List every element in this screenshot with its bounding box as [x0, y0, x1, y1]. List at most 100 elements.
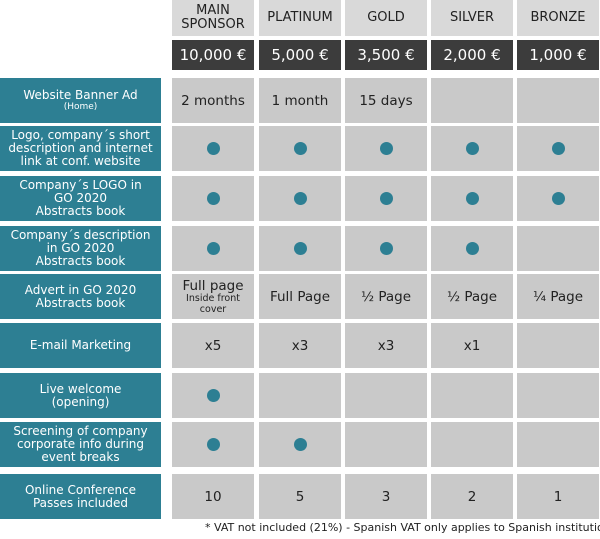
benefit-value: 1: [553, 488, 563, 505]
benefit-value: ½ Page: [360, 288, 412, 305]
row-label: Logo, company´s short description and int…: [0, 126, 161, 171]
row-label-line: Passes included: [32, 495, 129, 510]
tier-name-line: SILVER: [449, 10, 495, 25]
benefit-cell: [431, 78, 513, 123]
benefit-cell: [517, 373, 599, 418]
included-dot-icon: [206, 438, 220, 451]
benefit-value: 2: [467, 488, 477, 505]
benefit-value: x5: [204, 337, 222, 354]
included-dot-icon: [206, 142, 220, 155]
benefit-value: 5: [295, 488, 305, 505]
row-label-line: in GO 2020: [46, 241, 115, 255]
benefit-cell: 5: [259, 474, 341, 519]
benefit-value: 10: [204, 488, 222, 505]
benefit-cell: [259, 176, 341, 221]
price-cell: 5,000 €: [259, 40, 341, 70]
price-cell: 10,000 €: [172, 40, 254, 70]
included-dot-icon: [206, 242, 220, 255]
benefit-cell: ½ Page: [431, 274, 513, 319]
benefit-value: 15 days: [359, 92, 413, 109]
row-label-line: Screening of company: [13, 424, 148, 438]
benefit-cell: [259, 373, 341, 418]
price-cell: 2,000 €: [431, 40, 513, 70]
price-cell: 3,500 €: [345, 40, 427, 70]
benefit-cell: ½ Page: [345, 274, 427, 319]
benefit-value: Full page: [182, 277, 244, 294]
row-label-line: corporate info during: [16, 437, 145, 451]
benefit-cell: x1: [431, 323, 513, 368]
benefit-cell: 1: [517, 474, 599, 519]
row-label: Advert in GO 2020 Abstracts book: [0, 274, 161, 319]
included-dot-icon: [551, 142, 565, 155]
benefit-cell: [431, 126, 513, 171]
benefit-value: x1: [463, 337, 481, 354]
row-label-line: Abstracts book: [35, 254, 126, 268]
row-label-line: GO 2020: [53, 191, 108, 205]
row-label: Company´s LOGO in GO 2020 Abstracts book: [0, 176, 161, 221]
tier-name-line: MAIN: [196, 3, 230, 18]
included-dot-icon: [379, 142, 393, 155]
benefit-cell: 10: [172, 474, 254, 519]
included-dot-icon: [206, 192, 220, 205]
row-label: Website Banner Ad (Home): [0, 78, 161, 123]
row-label-line: description and internet: [8, 141, 153, 155]
included-dot-icon: [293, 438, 307, 451]
benefit-cell: Full page Inside front cover: [172, 274, 254, 319]
benefit-cell: [345, 176, 427, 221]
row-label: Live welcome (opening): [0, 373, 161, 418]
benefit-cell: [517, 422, 599, 467]
tier-name-line: SPONSOR: [181, 17, 245, 32]
tier-name-line: BRONZE: [530, 10, 586, 25]
included-dot-icon: [551, 192, 565, 205]
row-label: Online Conference Passes included: [0, 474, 161, 519]
benefit-value: 2 months: [181, 92, 245, 109]
row-label-line: (opening): [51, 394, 110, 409]
row-label: Screening of company corporate info durin…: [0, 422, 161, 467]
benefit-cell: ¼ Page: [517, 274, 599, 319]
benefit-cell: [172, 126, 254, 171]
row-label-sub: (Home): [63, 101, 98, 112]
price-cell: 1,000 €: [517, 40, 599, 70]
benefit-cell: [345, 126, 427, 171]
row-label-line: Abstracts book: [35, 204, 126, 218]
benefit-cell: [517, 78, 599, 123]
benefit-cell: [172, 226, 254, 271]
benefit-cell: [431, 373, 513, 418]
row-label-line: Abstracts book: [35, 295, 126, 310]
benefit-cell: [517, 323, 599, 368]
benefit-cell: [259, 126, 341, 171]
tier-header: SILVER: [431, 0, 513, 36]
benefit-cell: [345, 373, 427, 418]
included-dot-icon: [465, 142, 479, 155]
benefit-value: ¼ Page: [532, 288, 584, 305]
included-dot-icon: [465, 192, 479, 205]
included-dot-icon: [379, 242, 393, 255]
included-dot-icon: [465, 242, 479, 255]
benefit-cell: [517, 126, 599, 171]
included-dot-icon: [293, 242, 307, 255]
row-label-line: Company´s description: [10, 228, 151, 242]
benefit-cell: [259, 422, 341, 467]
row-label-line: Live welcome: [39, 381, 122, 396]
benefit-cell: x5: [172, 323, 254, 368]
benefit-value: Full Page: [269, 288, 331, 305]
row-label: E-mail Marketing: [0, 323, 161, 368]
benefit-value: 3: [381, 488, 391, 505]
benefit-cell: [431, 422, 513, 467]
benefit-cell: 15 days: [345, 78, 427, 123]
row-label-line: E-mail Marketing: [29, 338, 132, 352]
price-value: 10,000 €: [179, 46, 247, 64]
benefit-cell: 3: [345, 474, 427, 519]
benefit-cell: x3: [259, 323, 341, 368]
row-label-line: Logo, company´s short: [11, 128, 150, 142]
benefit-cell: 2: [431, 474, 513, 519]
benefit-cell: [259, 226, 341, 271]
benefit-cell: [431, 226, 513, 271]
tier-header: GOLD: [345, 0, 427, 36]
benefit-value: ½ Page: [446, 288, 498, 305]
included-dot-icon: [293, 142, 307, 155]
benefit-cell: [345, 226, 427, 271]
row-label-line: Online Conference: [24, 482, 137, 497]
price-value: 1,000 €: [529, 46, 587, 64]
benefit-value: x3: [291, 337, 309, 354]
